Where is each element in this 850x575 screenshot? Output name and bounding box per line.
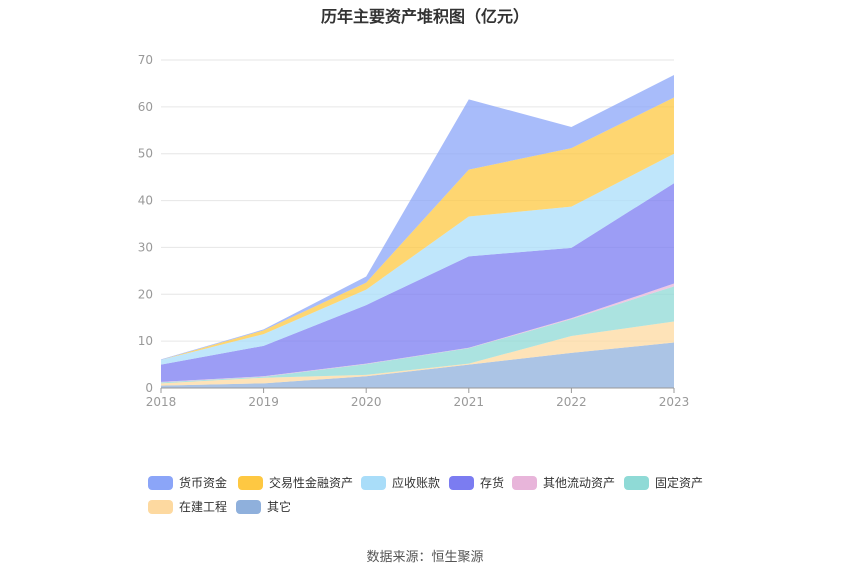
area-series-应收账款 bbox=[161, 153, 674, 365]
axes bbox=[160, 387, 675, 393]
area-series-存货 bbox=[161, 183, 674, 382]
y-tick-label: 40 bbox=[138, 194, 153, 208]
y-tick-label: 20 bbox=[138, 287, 153, 301]
legend-swatch bbox=[148, 475, 173, 490]
x-tick-label: 2020 bbox=[351, 395, 382, 409]
legend-label: 货币资金 bbox=[179, 476, 228, 490]
legend-label: 在建工程 bbox=[179, 500, 228, 514]
x-axis-labels: 2018 2019 2020 2021 2022 2023 bbox=[146, 395, 690, 409]
x-tick-label: 2022 bbox=[556, 395, 587, 409]
legend-swatch bbox=[148, 499, 173, 514]
legend-swatch bbox=[238, 475, 263, 490]
legend-swatch bbox=[449, 475, 474, 490]
y-tick-label: 50 bbox=[138, 147, 153, 161]
area-series-其它 bbox=[161, 342, 674, 388]
data-source-note: 数据来源：恒生聚源 bbox=[366, 550, 484, 565]
legend-item-zaijian-gongcheng[interactable]: 在建工程 bbox=[148, 498, 227, 515]
area-series-货币资金 bbox=[161, 74, 674, 360]
legend-item-jiaoyixing-jinrong-zichan[interactable]: 交易性金融资产 bbox=[238, 474, 353, 491]
legend-item-qita-liudong-zichan[interactable]: 其他流动资产 bbox=[512, 474, 615, 491]
legend-label: 应收账款 bbox=[392, 476, 441, 490]
legend-item-yingshou-zhangkuan[interactable]: 应收账款 bbox=[361, 474, 440, 491]
y-tick-label: 30 bbox=[138, 240, 153, 254]
x-tick-label: 2018 bbox=[146, 395, 177, 409]
legend-swatch bbox=[512, 475, 537, 490]
area-series-交易性金融资产 bbox=[161, 97, 674, 360]
legend-label: 其他流动资产 bbox=[543, 476, 616, 490]
legend-label: 固定资产 bbox=[655, 476, 704, 490]
x-tick-label: 2019 bbox=[248, 395, 279, 409]
legend-label: 存货 bbox=[480, 476, 505, 490]
area-series-固定资产 bbox=[161, 286, 674, 384]
legend-label: 交易性金融资产 bbox=[269, 476, 354, 490]
y-tick-label: 60 bbox=[138, 100, 153, 114]
legend-item-qita[interactable]: 其它 bbox=[236, 498, 291, 515]
x-tick-label: 2021 bbox=[454, 395, 485, 409]
area-series bbox=[161, 74, 674, 388]
legend-item-cunhuo[interactable]: 存货 bbox=[449, 474, 504, 491]
y-tick-label: 10 bbox=[138, 334, 153, 348]
legend-swatch bbox=[624, 475, 649, 490]
y-tick-label: 0 bbox=[145, 381, 153, 395]
y-tick-label: 70 bbox=[138, 53, 153, 67]
legend-item-guding-zichan[interactable]: 固定资产 bbox=[624, 474, 703, 491]
legend-swatch bbox=[236, 499, 261, 514]
x-tick-label: 2023 bbox=[659, 395, 690, 409]
legend-label: 其它 bbox=[267, 500, 292, 514]
chart-title: 历年主要资产堆积图（亿元） bbox=[320, 7, 529, 26]
legend-item-huobi-zijin[interactable]: 货币资金 bbox=[148, 474, 227, 491]
legend-swatch bbox=[361, 475, 386, 490]
y-axis-labels: 0 10 20 30 40 50 60 70 bbox=[138, 53, 153, 395]
